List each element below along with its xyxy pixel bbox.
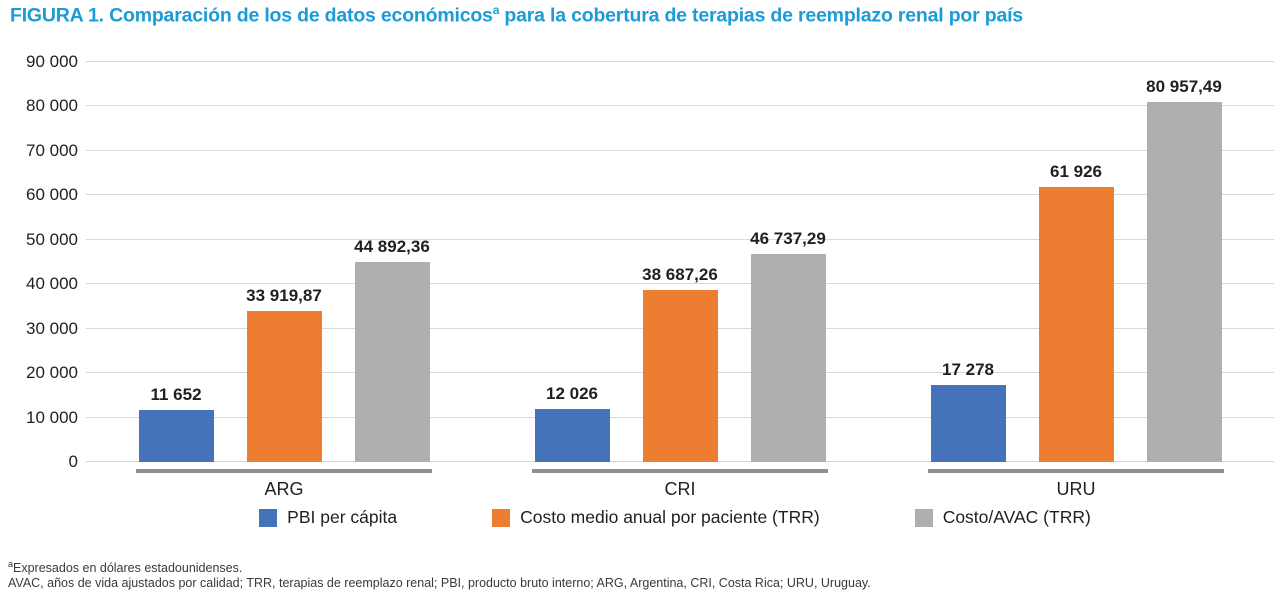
legend-item: Costo medio anual por paciente (TRR) — [492, 507, 820, 528]
bar-cri: 46 737,29 — [750, 229, 826, 462]
category-group-uru: 17 278 61 926 80 957,49 URU — [878, 62, 1274, 499]
figure-title-text: FIGURA 1. Comparación de los de datos ec… — [10, 4, 493, 27]
bar-uru: 61 926 — [1038, 162, 1114, 462]
bar-arg: 11 652 — [138, 385, 214, 462]
category-label-uru: URU — [1056, 479, 1096, 499]
footnote-line-1: aExpresados en dólares estadounidenses. — [8, 557, 1272, 576]
plot-area: 11 652 33 919,87 44 892,36 ARG 12 026 38 687,… — [86, 61, 1274, 499]
legend-label: PBI per cápita — [287, 507, 398, 527]
category-axis-underline — [136, 469, 432, 473]
y-tick-label: 90 000 — [26, 52, 78, 71]
y-tick-label: 60 000 — [26, 185, 78, 205]
bar-value-label: 33 919,87 — [246, 286, 322, 306]
gridline — [86, 194, 1274, 196]
category-label-arg: ARG — [264, 479, 304, 499]
bar-value-label: 38 687,26 — [642, 265, 718, 285]
legend-swatch — [259, 508, 278, 527]
y-tick-label: 0 — [68, 452, 78, 471]
footnotes: aExpresados en dólares estadounidenses. … — [8, 557, 1272, 591]
y-tick-label: 30 000 — [26, 318, 78, 338]
y-tick-label: 10 000 — [26, 407, 78, 427]
legend-swatch — [914, 508, 933, 527]
bar-groups: 11 652 33 919,87 44 892,36 ARG 12 026 38 687,… — [86, 62, 1274, 499]
bar-uru: 80 957,49 — [1146, 77, 1222, 462]
bar-value-label: 12 026 — [546, 383, 598, 403]
gridline — [86, 238, 1274, 240]
category-group-arg: 11 652 33 919,87 44 892,36 ARG — [86, 62, 482, 499]
gridline — [86, 283, 1274, 285]
figure-title: FIGURA 1. Comparación de los de datos ec… — [10, 3, 1274, 28]
bar-cri: 38 687,26 — [642, 265, 718, 462]
gridline — [86, 61, 1274, 62]
legend-label: Costo/AVAC (TRR) — [942, 507, 1091, 527]
title-footnote-marker: a — [492, 3, 500, 17]
y-tick-label: 50 000 — [26, 229, 78, 249]
bar-cri: 12 026 — [534, 384, 610, 462]
bar-value-label: 61 926 — [1050, 161, 1102, 181]
legend-item: Costo/AVAC (TRR) — [914, 507, 1091, 528]
y-tick-label: 20 000 — [26, 363, 78, 383]
footnote-marker: a — [8, 559, 14, 569]
legend-label: Costo medio anual por paciente (TRR) — [520, 507, 820, 527]
gridline — [86, 149, 1274, 151]
bar-value-label: 44 892,36 — [354, 237, 430, 257]
category-axis-underline — [928, 469, 1224, 473]
y-tick-label: 40 000 — [26, 274, 78, 294]
category-label-cri: CRI — [664, 479, 696, 499]
bar-value-label: 11 652 — [150, 385, 202, 405]
legend-swatch — [492, 508, 511, 527]
bar-arg: 33 919,87 — [246, 286, 322, 462]
bar-arg: 44 892,36 — [354, 237, 430, 462]
footnote-text-1: Expresados en dólares estadounidenses. — [13, 561, 243, 576]
y-tick-label: 70 000 — [26, 140, 78, 160]
category-group-cri: 12 026 38 687,26 46 737,29 CRI — [482, 62, 878, 499]
category-axis-underline — [532, 469, 828, 473]
y-axis-labels: 90 000 80 000 70 000 60 000 50 000 40 000 30 0… — [0, 52, 78, 471]
footnote-line-2: AVAC, años de vida ajustados por calidad… — [8, 576, 871, 591]
gridline — [86, 105, 1274, 107]
y-tick-label: 80 000 — [26, 96, 78, 116]
bar-value-label: 80 957,49 — [1146, 77, 1222, 97]
bar-value-label: 17 278 — [942, 360, 994, 380]
legend-item: PBI per cápita — [259, 507, 397, 528]
bar-value-label: 46 737,29 — [750, 229, 826, 249]
bar-uru: 17 278 — [930, 360, 1006, 462]
legend: PBI per cápita Costo medio anual por paci… — [0, 507, 1280, 528]
figure-title-text-2: para la cobertura de terapias de reempla… — [499, 4, 1023, 27]
